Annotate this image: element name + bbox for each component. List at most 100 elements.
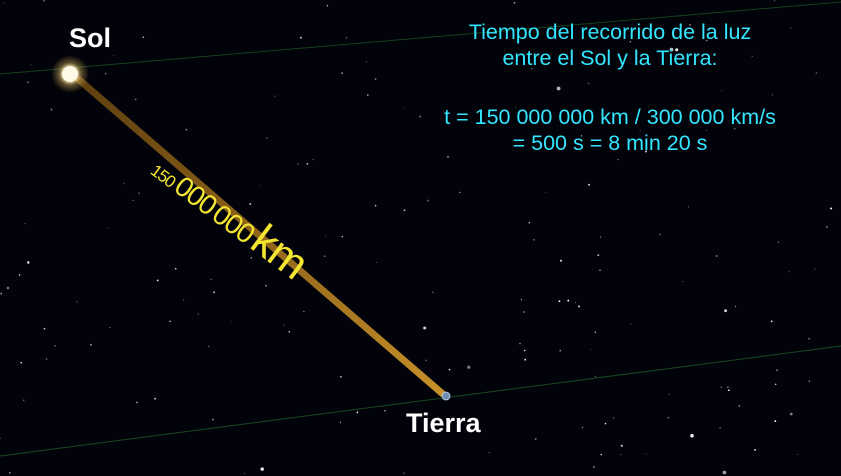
star — [788, 271, 790, 273]
star — [754, 449, 756, 451]
star — [531, 67, 533, 70]
star — [426, 199, 429, 202]
star — [50, 108, 53, 111]
star — [297, 163, 299, 165]
star — [113, 55, 115, 57]
star — [6, 286, 10, 290]
star — [303, 310, 305, 313]
star — [425, 359, 428, 362]
star — [682, 281, 684, 283]
earth-icon — [441, 391, 451, 401]
star — [668, 393, 670, 396]
star — [617, 158, 619, 161]
star — [790, 27, 792, 29]
star — [182, 299, 185, 301]
star — [18, 274, 21, 276]
star — [773, 0, 776, 2]
star — [770, 320, 773, 323]
star — [403, 209, 406, 212]
star — [213, 291, 216, 294]
lower-grid-line — [0, 345, 841, 457]
star — [208, 345, 210, 348]
star — [0, 437, 1, 439]
star — [789, 412, 793, 416]
star — [774, 383, 777, 386]
star — [777, 241, 779, 243]
star — [76, 301, 78, 303]
star — [797, 454, 799, 455]
info-title-line-1: Tiempo del recorrido de la luz — [468, 20, 752, 44]
star — [109, 326, 111, 328]
star — [734, 305, 737, 308]
star — [578, 305, 580, 308]
star — [808, 337, 810, 340]
star — [558, 300, 561, 303]
star — [706, 130, 708, 131]
star — [27, 261, 30, 264]
star — [132, 199, 134, 201]
star — [142, 36, 145, 38]
star — [374, 78, 377, 80]
star — [404, 107, 405, 109]
star — [706, 39, 708, 42]
star — [722, 470, 727, 475]
star — [771, 94, 773, 96]
star — [544, 192, 546, 193]
star — [522, 311, 525, 313]
star — [323, 255, 326, 257]
star — [423, 326, 427, 330]
star — [249, 203, 252, 205]
star — [107, 227, 109, 229]
star — [324, 234, 326, 236]
star — [45, 358, 48, 360]
star — [448, 368, 451, 371]
star — [556, 86, 561, 91]
star — [667, 416, 670, 419]
star — [629, 41, 631, 43]
star — [528, 221, 531, 224]
star — [524, 358, 527, 361]
star — [600, 453, 602, 456]
star — [356, 411, 359, 414]
star — [830, 207, 833, 210]
star — [243, 473, 245, 474]
star — [288, 331, 290, 333]
star — [738, 405, 740, 407]
sun-icon — [62, 66, 78, 82]
star — [367, 94, 369, 96]
star — [43, 327, 46, 330]
star — [283, 324, 285, 326]
star — [575, 302, 577, 304]
light-beam — [74, 76, 447, 397]
info-title-line-2: entre el Sol y la Tierra: — [502, 46, 718, 71]
star — [520, 299, 522, 301]
star — [27, 81, 29, 84]
star — [104, 73, 107, 75]
star — [630, 323, 632, 325]
star — [24, 223, 26, 225]
star — [54, 345, 56, 347]
star — [259, 185, 260, 187]
star — [90, 343, 92, 346]
info-formula: t = 150 000 000 km / 300 000 km/s = 500 … — [390, 104, 830, 156]
star — [326, 5, 329, 7]
star — [376, 262, 378, 264]
star — [20, 361, 23, 364]
star — [774, 420, 777, 423]
star — [467, 365, 471, 369]
star — [690, 434, 694, 438]
star — [260, 467, 264, 471]
star — [620, 444, 623, 447]
star — [612, 417, 614, 419]
star — [74, 27, 76, 29]
star — [519, 342, 521, 345]
star — [384, 410, 386, 412]
star — [559, 350, 561, 352]
star — [639, 130, 641, 132]
star — [231, 321, 232, 323]
star — [138, 192, 140, 194]
star — [599, 269, 601, 272]
star — [341, 72, 344, 75]
star — [23, 399, 25, 401]
